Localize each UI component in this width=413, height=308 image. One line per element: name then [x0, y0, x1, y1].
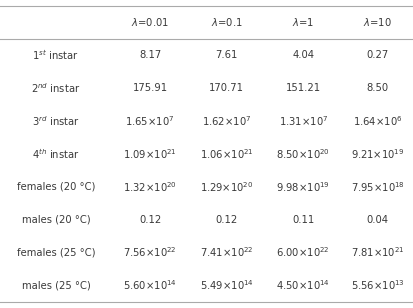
Text: 170.71: 170.71 [209, 83, 244, 93]
Text: 1.64×10$^{6}$: 1.64×10$^{6}$ [352, 114, 401, 128]
Text: 0.11: 0.11 [292, 215, 313, 225]
Text: 1.29×10$^{20}$: 1.29×10$^{20}$ [199, 180, 253, 193]
Text: 9.98×10$^{19}$: 9.98×10$^{19}$ [275, 180, 330, 193]
Text: 7.41×10$^{22}$: 7.41×10$^{22}$ [199, 245, 253, 259]
Text: females (25 °C): females (25 °C) [17, 247, 95, 257]
Text: $\it{\lambda}$=10: $\it{\lambda}$=10 [363, 16, 391, 28]
Text: 0.27: 0.27 [366, 50, 388, 60]
Text: 2$^{nd}$ instar: 2$^{nd}$ instar [31, 81, 81, 95]
Text: $\it{\lambda}$=1: $\it{\lambda}$=1 [292, 16, 313, 28]
Text: 1.62×10$^{7}$: 1.62×10$^{7}$ [202, 114, 251, 128]
Text: 1.32×10$^{20}$: 1.32×10$^{20}$ [123, 180, 177, 193]
Text: 5.49×10$^{14}$: 5.49×10$^{14}$ [199, 278, 253, 292]
Text: 8.50×10$^{20}$: 8.50×10$^{20}$ [275, 147, 330, 160]
Text: 1.65×10$^{7}$: 1.65×10$^{7}$ [125, 114, 174, 128]
Text: 1.09×10$^{21}$: 1.09×10$^{21}$ [123, 147, 176, 160]
Text: 0.04: 0.04 [366, 215, 388, 225]
Text: 6.00×10$^{22}$: 6.00×10$^{22}$ [276, 245, 329, 259]
Text: 4.50×10$^{14}$: 4.50×10$^{14}$ [275, 278, 330, 292]
Text: 4$^{th}$ instar: 4$^{th}$ instar [32, 147, 80, 160]
Text: 5.60×10$^{14}$: 5.60×10$^{14}$ [123, 278, 177, 292]
Text: 0.12: 0.12 [215, 215, 237, 225]
Text: 4.04: 4.04 [292, 50, 313, 60]
Text: females (20 °C): females (20 °C) [17, 182, 95, 192]
Text: 9.21×10$^{19}$: 9.21×10$^{19}$ [350, 147, 404, 160]
Text: 3$^{rd}$ instar: 3$^{rd}$ instar [32, 114, 80, 128]
Text: 8.50: 8.50 [366, 83, 388, 93]
Text: 7.95×10$^{18}$: 7.95×10$^{18}$ [350, 180, 404, 193]
Text: 7.61: 7.61 [215, 50, 237, 60]
Text: males (25 °C): males (25 °C) [21, 280, 90, 290]
Text: 1.06×10$^{21}$: 1.06×10$^{21}$ [199, 147, 253, 160]
Text: 7.81×10$^{21}$: 7.81×10$^{21}$ [350, 245, 404, 259]
Text: 151.21: 151.21 [285, 83, 320, 93]
Text: $\it{\lambda}$=0.1: $\it{\lambda}$=0.1 [210, 16, 242, 28]
Text: 1$^{st}$ instar: 1$^{st}$ instar [32, 48, 79, 62]
Text: $\it{\lambda}$=0.01: $\it{\lambda}$=0.01 [131, 16, 169, 28]
Text: 5.56×10$^{13}$: 5.56×10$^{13}$ [350, 278, 404, 292]
Text: 1.31×10$^{7}$: 1.31×10$^{7}$ [278, 114, 327, 128]
Text: 7.56×10$^{22}$: 7.56×10$^{22}$ [123, 245, 176, 259]
Text: 0.12: 0.12 [139, 215, 161, 225]
Text: 8.17: 8.17 [139, 50, 161, 60]
Text: 175.91: 175.91 [132, 83, 167, 93]
Text: males (20 °C): males (20 °C) [21, 215, 90, 225]
